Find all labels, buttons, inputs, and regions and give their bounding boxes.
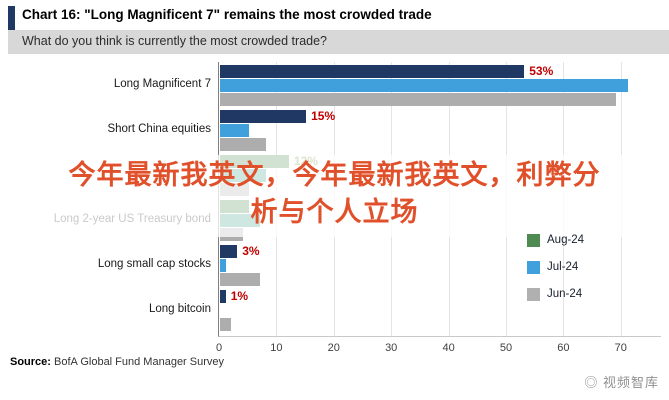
legend-item-jun-24: Jun-24 [527, 287, 582, 301]
bar-jul-24-row-4 [220, 259, 226, 272]
legend-item-jul-24: Jul-24 [527, 260, 578, 274]
bar-aug-24-row-4 [220, 245, 238, 258]
bar-aug-24-row-0 [220, 65, 525, 78]
legend-label: Jun-24 [547, 288, 583, 300]
x-tick-label: 10 [270, 342, 283, 354]
chart-title: Chart 16: "Long Magnificent 7" remains t… [22, 7, 432, 22]
x-tick-label: 50 [499, 342, 513, 354]
category-label: Short China equities [107, 123, 211, 135]
x-tick-label: 70 [614, 342, 627, 354]
legend: Aug-24 Jul-24 Jun-24 [527, 233, 657, 303]
source-note: Source: BofA Global Fund Manager Survey [10, 356, 224, 368]
bar-jul-24-row-1 [220, 124, 249, 137]
value-label: 15% [311, 109, 336, 123]
legend-swatch [527, 260, 540, 274]
source-label: Source: [10, 356, 51, 368]
category-label: Long bitcoin [148, 303, 211, 315]
x-tick-label: 60 [557, 342, 570, 354]
legend-label: Jul-24 [547, 261, 579, 273]
legend-item-aug-24: Aug-24 [527, 233, 584, 247]
source-text: BofA Global Fund Manager Survey [54, 356, 225, 368]
headline-overlay: 今年最新我英文，今年最新我英文，利弊分 析与个人立场 [0, 155, 669, 237]
overlay-headline-line2: 析与个人立场 [250, 197, 419, 227]
x-tick-label: 0 [215, 342, 223, 354]
x-tick-label: 40 [442, 342, 455, 354]
category-label: Long small cap stocks [97, 258, 211, 270]
value-label: 1% [230, 289, 249, 303]
legend-swatch [527, 287, 540, 301]
bar-jun-24-row-5 [220, 318, 232, 331]
value-label: 3% [242, 244, 260, 258]
x-tick-label: 20 [327, 342, 340, 354]
category-label: Long Magnificent 7 [113, 78, 211, 90]
overlay-headline-line1: 今年最新我英文，今年最新我英文，利弊分 [68, 160, 601, 190]
bar-jul-24-row-0 [220, 79, 628, 92]
x-tick-label: 30 [385, 342, 398, 354]
legend-swatch [527, 233, 540, 247]
watermark: ◎ 视频智库 [584, 375, 659, 390]
chart-subtitle: What do you think is currently the most … [22, 34, 328, 48]
subtitle-band: What do you think is currently the most … [8, 30, 669, 54]
bar-jun-24-row-4 [220, 273, 261, 286]
value-label: 53% [529, 64, 554, 78]
bar-jun-24-row-1 [220, 138, 266, 151]
bar-jun-24-row-0 [220, 93, 617, 106]
bar-aug-24-row-5 [220, 290, 226, 303]
bar-aug-24-row-1 [220, 110, 307, 123]
legend-label: Aug-24 [547, 234, 585, 246]
